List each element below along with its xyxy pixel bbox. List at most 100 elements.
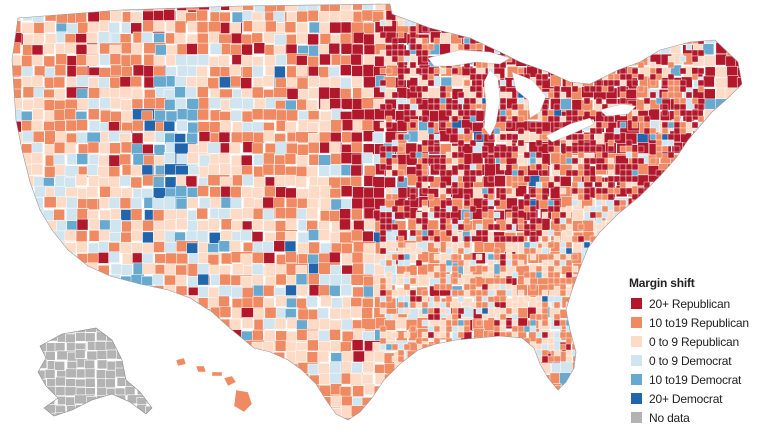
- county-cell: [631, 121, 639, 129]
- county-cell: [724, 155, 737, 167]
- county-cell: [481, 145, 489, 153]
- county-cell: [691, 163, 699, 171]
- county-cell: [527, 23, 540, 35]
- county-cell: [43, 318, 56, 331]
- county-cell: [397, 259, 405, 267]
- county-cell: [749, 429, 760, 432]
- county-cell: [421, 91, 429, 99]
- county-cell: [208, 31, 220, 44]
- county-cell: [541, 163, 549, 171]
- county-cell: [661, 127, 669, 135]
- borough-cell: [144, 350, 152, 361]
- county-cell: [341, 418, 354, 420]
- county-cell: [616, 364, 628, 376]
- county-cell: [218, 339, 230, 352]
- county-cell: [12, 383, 24, 396]
- county-cell: [631, 199, 639, 207]
- county-cell: [475, 61, 483, 69]
- county-cell: [457, 325, 465, 333]
- county-cell: [537, 53, 550, 65]
- county-cell: [559, 217, 567, 225]
- county-cell: [594, 320, 617, 332]
- county-cell: [329, 329, 341, 341]
- county-cell: [87, 252, 99, 265]
- county-cell: [352, 31, 365, 44]
- county-cell: [385, 259, 393, 267]
- county-cell: [363, 218, 376, 231]
- county-cell: [154, 318, 166, 330]
- county-cell: [208, 218, 220, 230]
- county-cell: [385, 277, 393, 285]
- county-cell: [637, 145, 645, 153]
- county-cell: [572, 12, 585, 24]
- county-cell: [440, 418, 453, 420]
- county-cell: [433, 301, 441, 309]
- county-cell: [547, 271, 555, 279]
- county-cell: [619, 199, 627, 207]
- county-cell: [131, 132, 144, 145]
- county-cell: [229, 318, 242, 331]
- county-cell: [86, 44, 99, 57]
- county-cell: [363, 383, 376, 396]
- county-cell: [475, 307, 483, 315]
- county-cell: [252, 65, 264, 78]
- county-cell: [121, 417, 134, 420]
- county-cell: [619, 217, 627, 225]
- county-cell: [703, 10, 716, 34]
- county-cell: [636, 230, 648, 243]
- county-cell: [450, 11, 474, 24]
- county-cell: [154, 297, 166, 309]
- county-cell: [175, 308, 199, 320]
- county-cell: [383, 417, 407, 420]
- county-cell: [493, 277, 501, 285]
- county-cell: [452, 340, 475, 353]
- county-cell: [583, 85, 591, 93]
- county-cell: [449, 407, 462, 420]
- county-cell: [265, 20, 277, 33]
- county-cell: [692, 263, 704, 276]
- county-cell: [86, 198, 99, 210]
- county-cell: [661, 139, 669, 147]
- county-cell: [481, 295, 489, 303]
- county-cell: [643, 97, 651, 105]
- county-cell: [541, 73, 549, 81]
- county-cell: [661, 145, 669, 153]
- county-cell: [577, 235, 585, 243]
- county-cell: [12, 78, 22, 90]
- county-cell: [541, 181, 549, 189]
- county-cell: [473, 428, 484, 432]
- county-cell: [616, 43, 628, 56]
- county-cell: [418, 11, 430, 23]
- county-cell: [505, 151, 513, 159]
- county-cell: [589, 271, 597, 279]
- borough-cell: [145, 405, 152, 416]
- county-cell: [163, 9, 175, 21]
- county-cell: [603, 10, 627, 22]
- county-cell: [415, 43, 423, 51]
- county-cell: [445, 151, 453, 159]
- county-cell: [715, 4, 738, 11]
- county-cell: [571, 49, 579, 57]
- county-cell: [174, 319, 187, 331]
- county-cell: [658, 242, 671, 255]
- county-cell: [643, 211, 651, 219]
- county-cell: [607, 247, 615, 255]
- county-cell: [0, 254, 11, 265]
- county-cell: [457, 163, 465, 171]
- county-cell: [471, 385, 495, 397]
- county-cell: [571, 169, 579, 177]
- county-cell: [594, 373, 607, 396]
- county-cell: [141, 308, 165, 320]
- county-cell: [457, 133, 465, 141]
- county-cell: [409, 187, 417, 195]
- county-cell: [433, 283, 441, 291]
- county-cell: [529, 205, 537, 213]
- county-cell: [667, 91, 675, 99]
- county-cell: [505, 319, 513, 327]
- county-cell: [748, 144, 759, 155]
- county-cell: [451, 277, 459, 285]
- county-cell: [230, 329, 242, 341]
- county-cell: [187, 374, 210, 387]
- county-cell: [197, 286, 210, 298]
- county-cell: [601, 181, 609, 189]
